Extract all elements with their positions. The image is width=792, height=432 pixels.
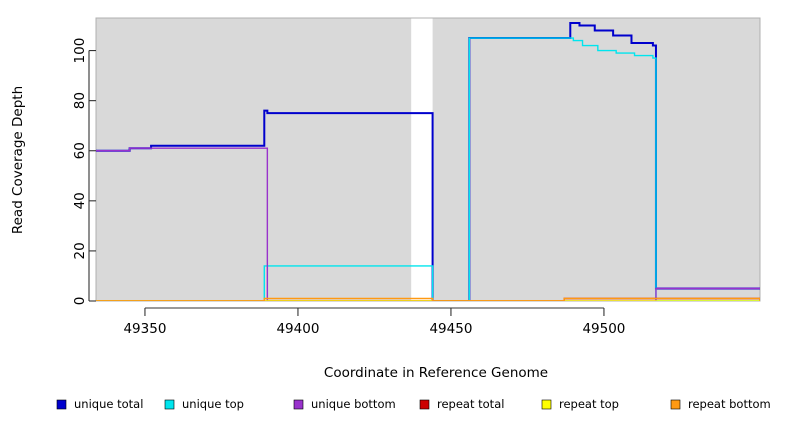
y-tick-label: 60 xyxy=(72,142,88,159)
legend-label-repeat-top: repeat top xyxy=(559,397,619,411)
y-tick-label: 20 xyxy=(72,242,88,259)
x-tick-label: 49350 xyxy=(123,321,166,337)
y-tick-label: 40 xyxy=(72,192,88,209)
series-line-unique-top xyxy=(96,37,760,301)
legend-label-repeat-bottom: repeat bottom xyxy=(688,397,771,411)
legend: unique total unique top unique bottom repea… xyxy=(56,397,771,411)
data-series-group xyxy=(96,22,760,301)
y-axis-title: Read Coverage Depth xyxy=(10,86,26,234)
legend-swatch-unique-top xyxy=(164,399,175,410)
missing-data-band xyxy=(411,18,433,301)
y-axis: 0 20 40 60 80 100 xyxy=(72,38,96,306)
legend-label-unique-top: unique top xyxy=(182,397,244,411)
y-tick-label: 0 xyxy=(72,297,88,306)
series-line-repeat-bottom xyxy=(96,297,760,301)
legend-label-unique-bottom: unique bottom xyxy=(311,397,396,411)
x-tick-label: 49500 xyxy=(582,321,625,337)
legend-swatch-unique-bottom xyxy=(293,399,304,410)
x-axis: 49350 49400 49450 49500 xyxy=(123,307,625,337)
legend-swatch-unique-total xyxy=(56,399,67,410)
legend-swatch-repeat-total xyxy=(419,399,430,410)
legend-label-unique-total: unique total xyxy=(74,397,143,411)
series-line-unique-bottom xyxy=(96,147,760,301)
x-axis-title: Coordinate in Reference Genome xyxy=(324,365,548,381)
missing-data-region xyxy=(411,18,433,301)
x-tick-label: 49450 xyxy=(429,321,472,337)
legend-swatch-repeat-top xyxy=(541,399,552,410)
y-tick-label: 100 xyxy=(72,38,88,64)
y-tick-label: 80 xyxy=(72,92,88,109)
x-tick-label: 49400 xyxy=(276,321,319,337)
legend-swatch-repeat-bottom xyxy=(670,399,681,410)
legend-label-repeat-total: repeat total xyxy=(437,397,504,411)
